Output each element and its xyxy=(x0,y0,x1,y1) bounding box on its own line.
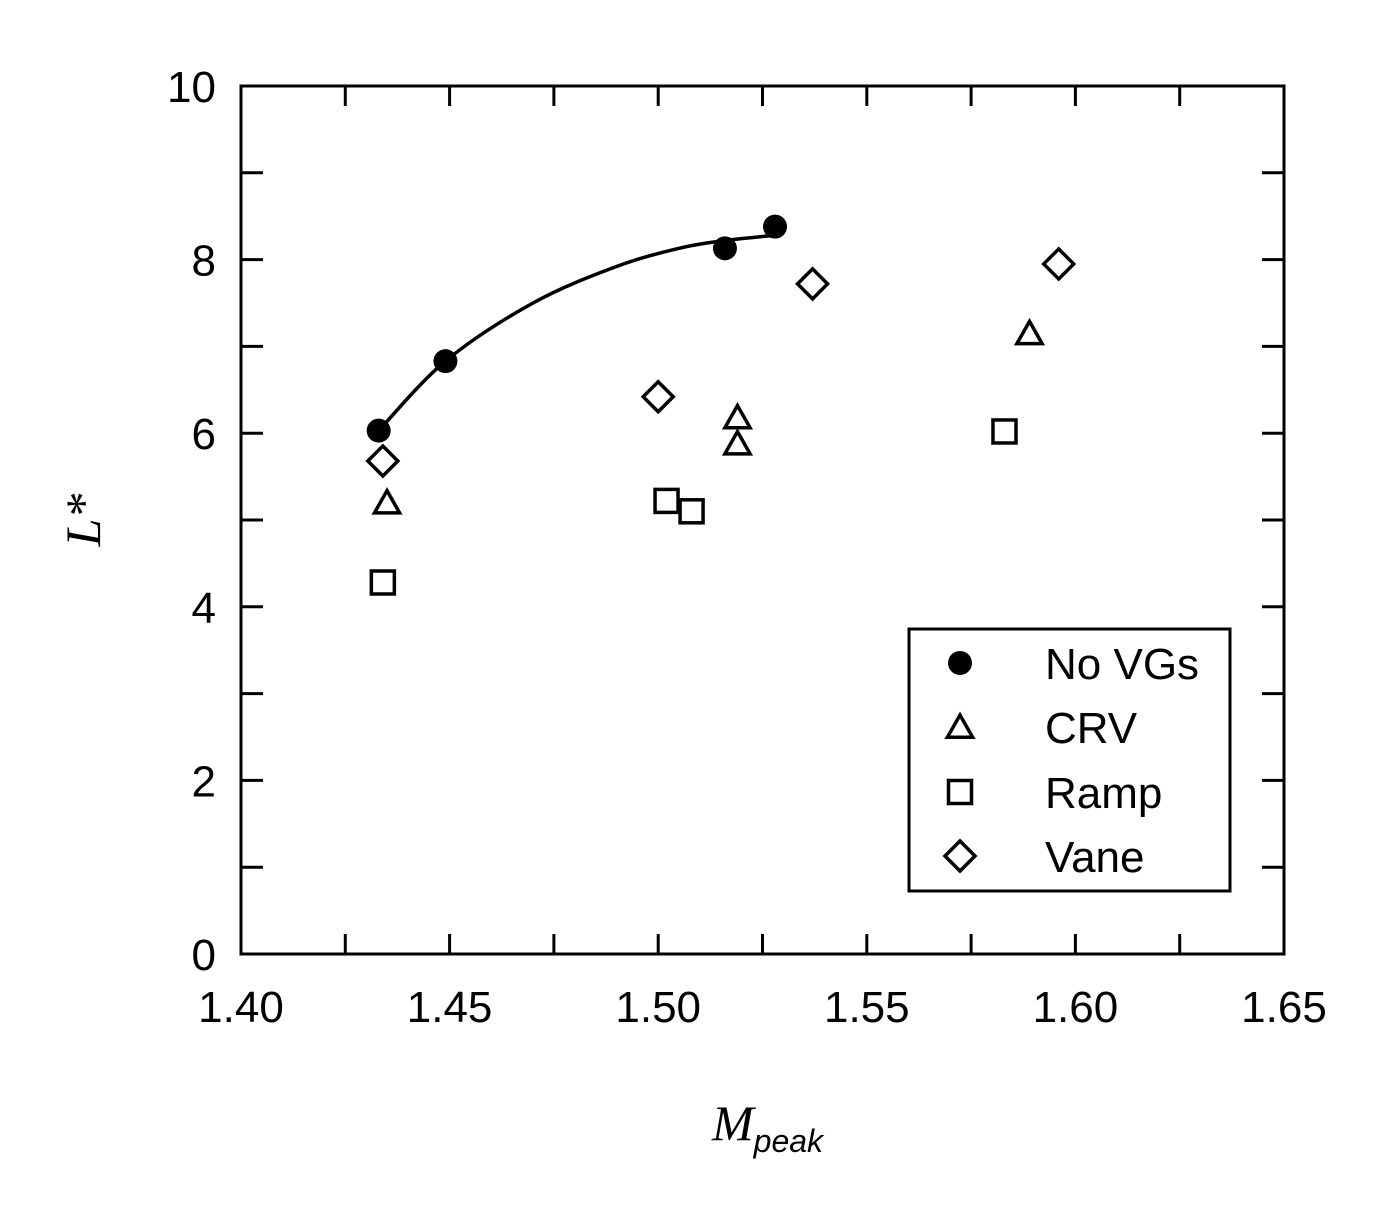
point-ramp xyxy=(991,418,1018,445)
point-crv xyxy=(371,487,403,515)
tick-labels: 1.40 1.45 1.50 1.55 1.60 1.65 0 2 4 6 8 10 xyxy=(167,63,1327,1032)
legend-marker-crv xyxy=(944,711,976,739)
point-ramp xyxy=(678,498,705,525)
legend-label-vane: Vane xyxy=(1045,833,1145,882)
point-vane xyxy=(1041,246,1077,282)
legend-marker-ramp xyxy=(946,778,974,806)
y-tick-label: 4 xyxy=(192,584,216,633)
y-tick-label: 10 xyxy=(167,63,216,112)
point-ramp xyxy=(653,487,680,515)
y-tick-label: 6 xyxy=(192,410,216,459)
point-no-vgs xyxy=(712,236,737,261)
legend-label-crv: CRV xyxy=(1045,704,1138,753)
point-no-vgs xyxy=(366,418,391,443)
x-tick-label: 1.50 xyxy=(615,983,701,1032)
point-no-vgs xyxy=(763,214,788,239)
point-no-vgs xyxy=(433,349,458,374)
point-vane xyxy=(365,443,401,479)
y-tick-label: 2 xyxy=(192,757,216,806)
point-crv xyxy=(721,428,754,456)
x-tick-label: 1.65 xyxy=(1241,983,1327,1032)
x-tick-label: 1.60 xyxy=(1033,983,1119,1032)
point-crv xyxy=(721,402,754,430)
point-vane xyxy=(795,266,831,302)
y-tick-label: 8 xyxy=(192,237,216,286)
point-crv xyxy=(1013,317,1046,346)
axis-ticks xyxy=(239,84,1286,956)
legend-label-ramp: Ramp xyxy=(1045,769,1162,818)
legend-label-no-vgs: No VGs xyxy=(1045,640,1199,689)
y-tick-label: 0 xyxy=(192,931,216,980)
fit-curves xyxy=(377,233,776,432)
x-tick-label: 1.40 xyxy=(198,983,284,1032)
legend-marker-vane xyxy=(942,838,978,874)
x-tick-label: 1.55 xyxy=(824,983,910,1032)
fit-curve xyxy=(377,233,776,432)
x-tick-label: 1.45 xyxy=(407,983,493,1032)
x-axis-label: Mpeak xyxy=(711,1095,825,1159)
legend-marker-no-vgs xyxy=(948,651,972,675)
point-vane xyxy=(640,379,676,415)
point-ramp xyxy=(369,569,397,596)
legend: No VGs CRV Ramp Vane xyxy=(907,627,1232,893)
data-points xyxy=(365,214,1077,596)
y-axis-label: L* xyxy=(55,494,111,548)
